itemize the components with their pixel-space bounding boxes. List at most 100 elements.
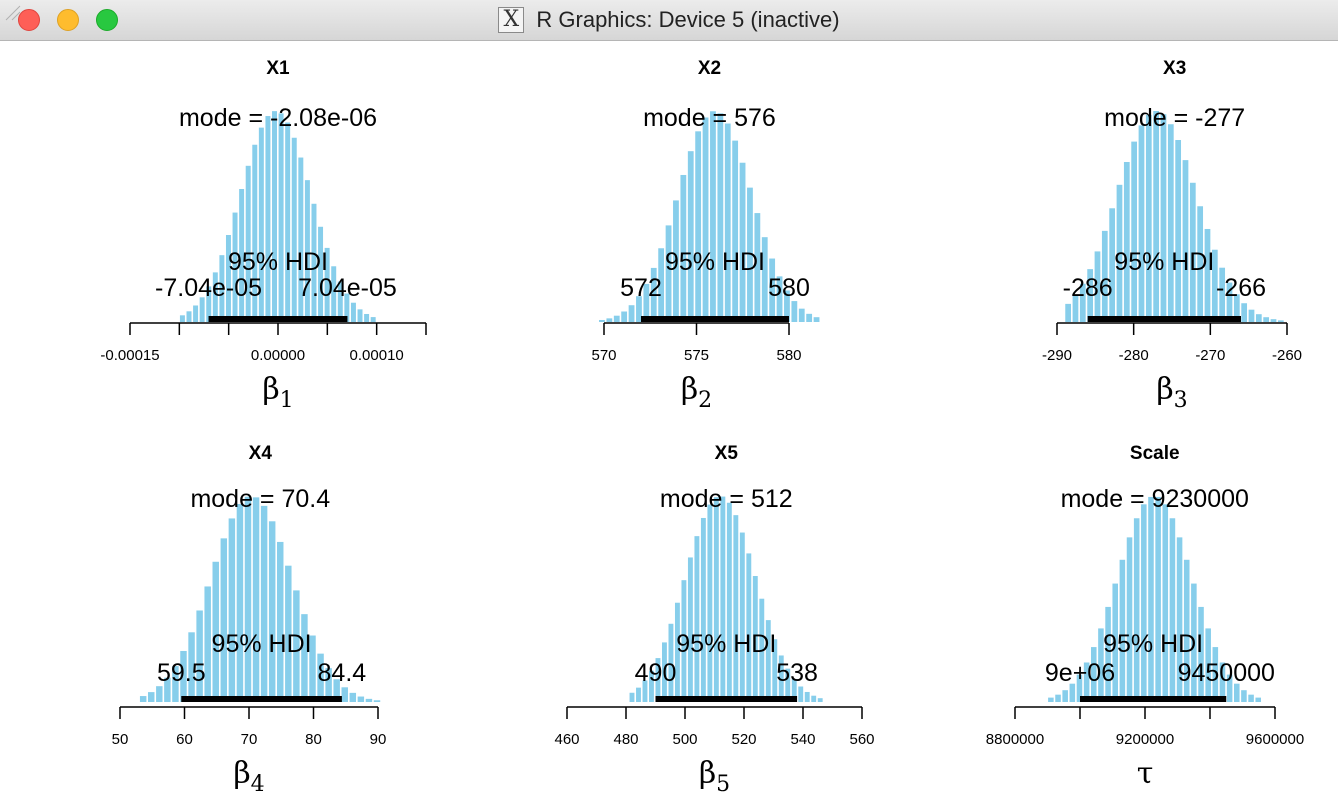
histogram-bar	[1153, 111, 1160, 322]
histogram-bar	[1072, 295, 1079, 322]
hdi-high-label: 538	[776, 659, 818, 687]
histogram-bar	[673, 200, 679, 322]
histogram-bar	[1234, 683, 1240, 702]
plot-area: β1 -0.00015 0.00000 0.00010 X1 mode = -2.08e-…	[0, 41, 1338, 804]
histogram-bar	[1205, 628, 1211, 702]
hdi-high-label: -266	[1216, 274, 1266, 302]
histogram-bar	[1270, 319, 1277, 322]
mode-label: mode = 576	[643, 104, 776, 132]
hdi-high-label: 84.4	[318, 659, 367, 687]
histogram-bar	[252, 497, 260, 702]
histogram-bar	[186, 311, 192, 322]
histogram-bar	[1145, 114, 1152, 322]
histogram-bar	[687, 151, 694, 322]
mode-label: mode = 512	[660, 485, 793, 513]
x-axis-label: β4	[233, 756, 264, 797]
histogram-bar	[188, 632, 195, 702]
histogram-bar	[791, 301, 798, 322]
histogram-bar	[1133, 518, 1140, 702]
resize-grip-icon[interactable]	[0, 0, 22, 22]
mode-label: mode = -277	[1104, 104, 1245, 132]
histogram-bar	[278, 113, 284, 322]
histogram-bar	[365, 698, 373, 702]
histogram-bar	[680, 174, 687, 322]
histogram-bar	[311, 203, 317, 322]
chart-title: X5	[715, 443, 739, 464]
title-bar[interactable]: X R Graphics: Device 5 (inactive)	[0, 0, 1338, 41]
histogram-bar	[662, 642, 667, 702]
histogram-bar	[344, 293, 350, 322]
x-tick-label: 9600000	[1246, 731, 1304, 748]
histogram-bar	[304, 180, 310, 322]
histogram-bar	[1197, 206, 1204, 322]
histogram-bar	[228, 518, 236, 702]
histogram-bar	[239, 189, 245, 322]
histogram-bar	[1211, 249, 1218, 322]
histogram-bar	[324, 247, 330, 322]
hdi-low-label: 572	[620, 274, 662, 302]
histogram-bar	[1141, 504, 1147, 702]
histogram-bar	[746, 553, 752, 702]
hdi-high-label: 9450000	[1178, 659, 1275, 687]
x-tick-label: 0.00000	[251, 347, 305, 364]
x-tick-label: 50	[112, 731, 129, 748]
histogram-bar	[309, 635, 316, 702]
zoom-button[interactable]	[96, 9, 118, 31]
x-tick-label: 500	[672, 731, 697, 748]
histogram-bar	[1083, 662, 1090, 702]
histogram-bar	[139, 696, 147, 702]
histogram-bar	[350, 302, 356, 322]
x-tick-label: 560	[849, 731, 874, 748]
x11-icon: X	[498, 7, 525, 33]
x-tick-label: -0.00015	[100, 347, 159, 364]
x-tick-label: -280	[1119, 347, 1149, 364]
histogram-bar	[1241, 690, 1247, 702]
histogram-bar	[817, 698, 823, 702]
histogram-bar	[199, 297, 205, 322]
window-title: R Graphics: Device 5 (inactive)	[536, 7, 840, 32]
x-tick-label: 575	[684, 347, 709, 364]
histogram-bar	[179, 315, 185, 322]
x-tick-label: 460	[554, 731, 579, 748]
hdi-low-label: 490	[635, 659, 677, 687]
histogram-bar	[636, 296, 642, 322]
close-button[interactable]	[18, 9, 40, 31]
chart-title: X1	[266, 58, 290, 79]
x-tick-label: 580	[776, 347, 801, 364]
histogram-bar	[769, 258, 776, 322]
x-axis-label: β5	[699, 756, 730, 797]
histogram-bar	[1079, 283, 1086, 322]
histogram-bar	[1094, 251, 1101, 322]
histogram-bar	[1191, 583, 1197, 702]
mode-label: mode = 9230000	[1061, 485, 1249, 513]
chart-title: X2	[698, 58, 721, 79]
histogram-bar	[1248, 694, 1254, 702]
title-wrap: X R Graphics: Device 5 (inactive)	[0, 0, 1338, 40]
histogram-bar	[649, 670, 654, 702]
x-tick-label: 70	[241, 731, 258, 748]
histogram-bar	[804, 691, 810, 702]
histogram-bar	[260, 505, 268, 702]
histogram-bar	[225, 234, 231, 322]
histogram-bar	[813, 317, 820, 322]
histogram-bar	[172, 666, 179, 702]
histogram-bar	[1255, 697, 1261, 702]
x-axis-label-symbol: β	[681, 372, 698, 407]
histogram-bar	[357, 309, 363, 322]
histogram-bar	[707, 504, 713, 702]
hdi-low-label: -286	[1063, 274, 1113, 302]
histogram-bar	[236, 504, 244, 702]
histogram-bar	[318, 226, 324, 322]
histogram-bar	[325, 668, 332, 702]
histogram-bar	[301, 614, 308, 702]
histogram-bar	[1105, 606, 1111, 702]
mode-label: mode = -2.08e-06	[179, 104, 377, 132]
histogram-bar	[291, 137, 297, 322]
histogram-bar	[220, 538, 228, 702]
hdi-low-label: 9e+06	[1045, 659, 1115, 687]
x-tick-label: 60	[176, 731, 193, 748]
panel-1: β1	[129, 111, 427, 413]
minimize-button[interactable]	[57, 9, 79, 31]
histogram-bar	[700, 517, 706, 702]
histogram-bar	[1087, 269, 1094, 322]
